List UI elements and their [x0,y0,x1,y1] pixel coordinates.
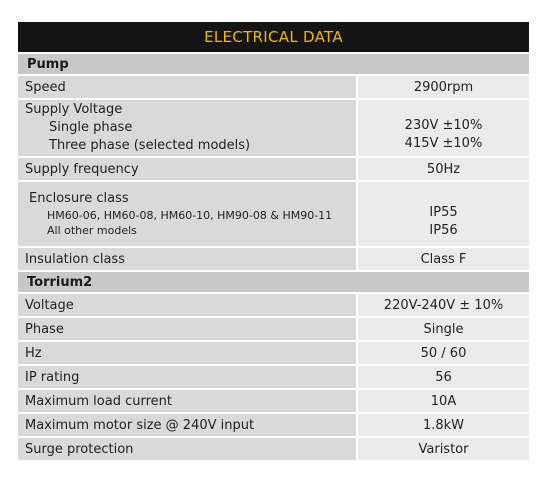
row-label: Voltage [18,294,356,316]
row-label: Phase [18,318,356,340]
row-label: Supply Voltage [25,102,123,117]
row-value: Single [358,318,529,340]
table-row-speed: Speed 2900rpm [18,76,529,98]
row-label: Insulation class [18,248,356,270]
section-header-pump: Pump [18,54,529,74]
row-sublabel: All other models [47,224,137,237]
row-label: Speed [18,76,356,98]
table-row: IP rating 56 [18,366,529,388]
row-value: Class F [358,248,529,270]
table-row: Voltage 220V-240V ± 10% [18,294,529,316]
row-value-group: IP55 IP56 [358,182,529,246]
row-value: 50Hz [358,158,529,180]
row-value: Varistor [358,438,529,460]
row-value: 56 [358,366,529,388]
table-row: Surge protection Varistor [18,438,529,460]
table-row-supply-frequency: Supply frequency 50Hz [18,158,529,180]
row-sublabel: HM60-06, HM60-08, HM60-10, HM90-08 & HM9… [47,209,333,222]
table-row-supply-voltage: Supply Voltage Single phase Three phase … [18,100,529,156]
row-value: 2900rpm [358,76,529,98]
row-value: IP55 [429,205,458,220]
table-row-enclosure-class: Enclosure class HM60-06, HM60-08, HM60-1… [18,182,529,246]
row-label: Enclosure class [29,191,129,206]
row-value: 1.8kW [358,414,529,436]
table-row: Maximum load current 10A [18,390,529,412]
table-title: ELECTRICAL DATA [18,22,529,52]
row-sublabel: Single phase [49,120,133,135]
row-label: Maximum load current [18,390,356,412]
row-label: Supply frequency [18,158,356,180]
table-row: Maximum motor size @ 240V input 1.8kW [18,414,529,436]
row-value: 10A [358,390,529,412]
row-label: Maximum motor size @ 240V input [18,414,356,436]
row-value: IP56 [429,223,458,238]
electrical-data-table: ELECTRICAL DATA Pump Speed 2900rpm Suppl… [18,22,529,460]
row-value: 50 / 60 [358,342,529,364]
row-value-group: 230V ±10% 415V ±10% [358,100,529,156]
section-header-torrium2: Torrium2 [18,272,529,292]
row-label-group: Enclosure class HM60-06, HM60-08, HM60-1… [18,182,356,246]
table-row-insulation-class: Insulation class Class F [18,248,529,270]
row-sublabel: Three phase (selected models) [49,138,251,153]
row-value: 415V ±10% [404,136,483,151]
row-label: IP rating [18,366,356,388]
row-label: Hz [18,342,356,364]
row-value: 220V-240V ± 10% [358,294,529,316]
table-row: Hz 50 / 60 [18,342,529,364]
row-value: 230V ±10% [404,118,483,133]
row-label-group: Supply Voltage Single phase Three phase … [18,100,356,156]
row-label: Surge protection [18,438,356,460]
table-row: Phase Single [18,318,529,340]
